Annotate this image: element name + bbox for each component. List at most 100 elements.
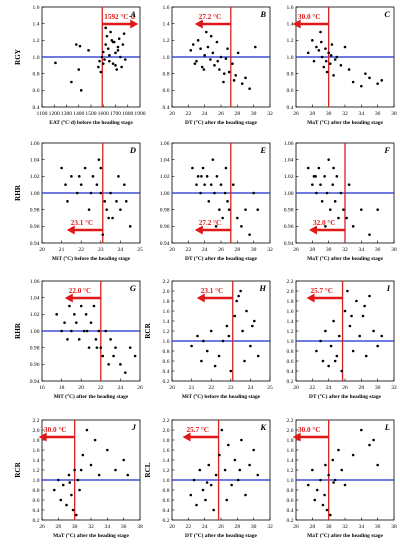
panel-letter: D xyxy=(129,145,136,155)
data-point xyxy=(331,458,335,462)
y-tick-label: 0.8 xyxy=(287,72,294,78)
data-point xyxy=(319,339,322,343)
data-point xyxy=(203,183,206,186)
data-point xyxy=(100,55,104,59)
data-point xyxy=(111,216,114,220)
data-point xyxy=(324,225,327,228)
data-point xyxy=(87,49,90,52)
data-point xyxy=(351,453,355,457)
x-tick-label: 20 xyxy=(78,385,84,391)
y-axis-label: RHR xyxy=(14,184,22,201)
data-point xyxy=(104,26,107,30)
y-tick-label: 1.8 xyxy=(287,438,294,444)
x-tick-label: 22 xyxy=(186,524,192,530)
data-point xyxy=(75,43,78,46)
y-tick-label: 0.8 xyxy=(33,488,40,494)
y-tick-label: 0.8 xyxy=(287,349,294,355)
data-point xyxy=(75,513,78,517)
data-point xyxy=(85,428,89,432)
x-tick-label: 26 xyxy=(293,247,299,253)
data-point xyxy=(229,369,233,373)
data-point xyxy=(66,200,69,203)
data-point xyxy=(213,64,216,67)
data-point xyxy=(337,216,340,220)
data-point xyxy=(351,349,355,353)
panel-d: 20 21 22 23 24 25 0.94 0.96 0.98 1.00 1.02 1.04 1.06… xyxy=(14,141,143,262)
y-tick-label: 1.04 xyxy=(30,158,40,164)
data-point xyxy=(209,58,212,61)
data-point xyxy=(335,175,339,178)
x-tick-label: 28 xyxy=(56,524,62,530)
data-point xyxy=(60,166,63,170)
data-point xyxy=(347,68,351,71)
arrow-head xyxy=(194,225,203,235)
data-point xyxy=(358,334,362,338)
data-point xyxy=(108,59,111,63)
data-point xyxy=(347,183,351,186)
data-point xyxy=(199,191,202,195)
data-point xyxy=(201,488,205,492)
data-point xyxy=(206,45,210,49)
data-point xyxy=(343,309,347,313)
y-tick-label: 1.4 xyxy=(163,458,170,464)
data-point xyxy=(222,80,225,84)
x-axis-label: DT (°C) after the heading stage xyxy=(309,393,381,400)
panel-letter: B xyxy=(259,9,266,19)
x-tick-label: 28 xyxy=(235,111,241,117)
arrow-head xyxy=(64,293,73,303)
x-tick-label: 34 xyxy=(105,524,111,530)
x-tick-label: 1600 xyxy=(98,111,109,117)
data-point xyxy=(340,369,344,373)
data-point xyxy=(329,344,333,348)
x-tick-label: 18 xyxy=(59,385,65,391)
x-tick-label: 25 xyxy=(137,247,143,253)
x-tick-label: 1100 xyxy=(37,111,48,117)
data-point xyxy=(343,45,347,49)
data-point xyxy=(205,349,209,353)
y-tick-label: 0.8 xyxy=(163,349,170,355)
x-tick-label: 28 xyxy=(235,247,241,253)
data-point xyxy=(73,468,76,472)
panel-b: 20 22 24 26 28 30 32 0.4 0.6 0.8 1.0 1.2 1.4 1.6 27.2 … xyxy=(163,5,274,126)
data-point xyxy=(364,354,368,358)
data-point xyxy=(306,483,310,487)
arrow-head xyxy=(306,293,315,303)
y-tick-label: 0.2 xyxy=(163,518,170,524)
data-point xyxy=(240,225,243,228)
data-point xyxy=(325,508,329,512)
arrow-head xyxy=(196,293,205,303)
arrow-head xyxy=(292,19,301,29)
x-tick-label: 20 xyxy=(293,385,299,391)
data-point xyxy=(218,208,221,211)
data-point xyxy=(200,175,203,178)
x-tick-label: 28 xyxy=(310,247,316,253)
y-tick-label: 1.00 xyxy=(30,191,40,197)
y-tick-label: 1.4 xyxy=(287,22,294,28)
data-point xyxy=(317,166,321,170)
data-point xyxy=(223,468,227,472)
data-point xyxy=(55,313,58,316)
data-point xyxy=(99,70,103,74)
data-point xyxy=(332,166,335,170)
data-point xyxy=(105,34,109,38)
data-point xyxy=(311,183,314,186)
x-tick-label: 34 xyxy=(359,524,365,530)
data-point xyxy=(94,338,98,341)
data-point xyxy=(111,40,115,44)
x-tick-label: 26 xyxy=(293,111,299,117)
data-point xyxy=(89,191,93,195)
panel-letter: H xyxy=(258,283,266,293)
y-tick-label: 1.2 xyxy=(33,38,40,44)
data-point xyxy=(343,483,347,487)
y-tick-label: 0.98 xyxy=(284,208,294,214)
y-tick-label: 1.0 xyxy=(287,339,294,345)
y-tick-label: 1.2 xyxy=(163,329,170,335)
x-tick-label: 22 xyxy=(78,247,84,253)
x-axis-label: DT (°C) after the heading stage xyxy=(185,119,257,126)
panel-letter: F xyxy=(383,145,390,155)
data-point xyxy=(89,321,93,324)
data-point xyxy=(240,438,243,442)
data-point xyxy=(218,453,221,457)
x-tick-label: 22 xyxy=(310,385,316,391)
data-point xyxy=(106,47,110,50)
